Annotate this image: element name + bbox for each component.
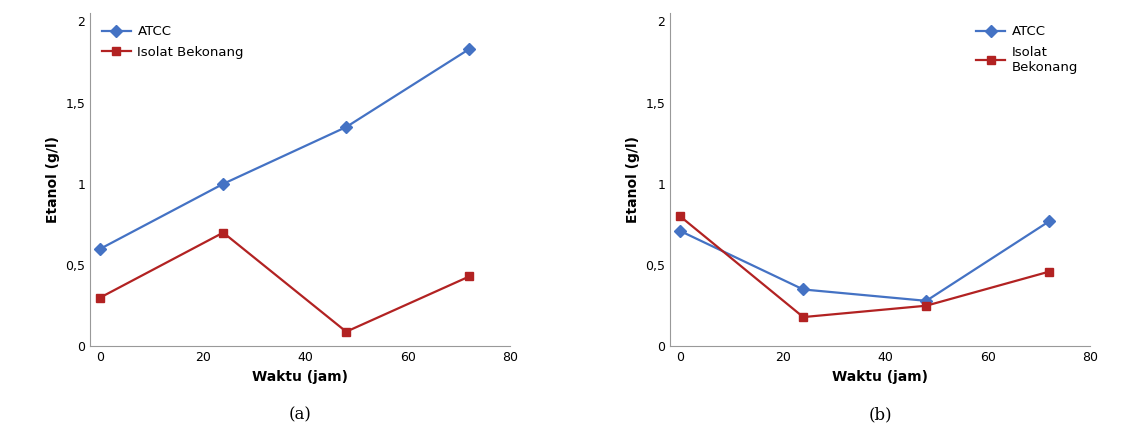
ATCC xyxy=(1043,218,1057,224)
ATCC xyxy=(673,228,687,234)
Isolat Bekonang xyxy=(339,329,353,334)
ATCC xyxy=(919,298,933,304)
Isolat
Bekonang xyxy=(919,303,933,309)
Y-axis label: Etanol (g/l): Etanol (g/l) xyxy=(626,136,640,223)
ATCC xyxy=(339,124,353,130)
X-axis label: Waktu (jam): Waktu (jam) xyxy=(832,370,928,384)
ATCC xyxy=(797,287,810,292)
Text: (a): (a) xyxy=(289,406,311,423)
Legend: ATCC, Isolat Bekonang: ATCC, Isolat Bekonang xyxy=(97,20,250,64)
Isolat Bekonang xyxy=(93,295,107,300)
Legend: ATCC, Isolat
Bekonang: ATCC, Isolat Bekonang xyxy=(971,20,1084,79)
Y-axis label: Etanol (g/l): Etanol (g/l) xyxy=(45,136,60,223)
Line: ATCC: ATCC xyxy=(96,45,473,253)
Isolat
Bekonang xyxy=(673,214,687,219)
Isolat
Bekonang xyxy=(797,314,810,320)
Line: Isolat Bekonang: Isolat Bekonang xyxy=(96,229,473,336)
Isolat Bekonang xyxy=(462,274,475,279)
ATCC xyxy=(93,246,107,251)
Isolat Bekonang xyxy=(217,230,230,235)
Line: ATCC: ATCC xyxy=(676,217,1053,305)
ATCC xyxy=(462,46,475,52)
X-axis label: Waktu (jam): Waktu (jam) xyxy=(252,370,348,384)
Isolat
Bekonang xyxy=(1043,269,1057,274)
Line: Isolat
Bekonang: Isolat Bekonang xyxy=(676,212,1053,321)
ATCC xyxy=(217,181,230,186)
Text: (b): (b) xyxy=(869,406,892,423)
